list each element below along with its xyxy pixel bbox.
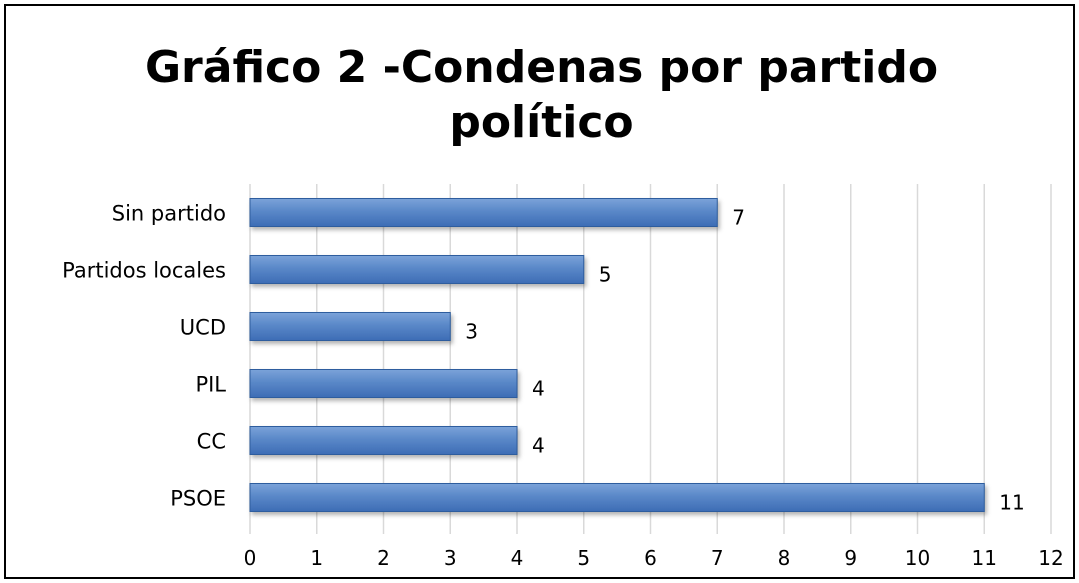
chart-title-line-1: Gráfico 2 -Condenas por partido <box>144 42 939 93</box>
data-label-ucd: 3 <box>465 320 478 344</box>
data-label-sin-partido: 7 <box>732 206 745 230</box>
bar-pil <box>249 369 518 398</box>
x-tick-label-6: 6 <box>644 546 657 570</box>
x-tick-label-10: 10 <box>905 546 930 570</box>
bars <box>249 198 985 512</box>
data-label-cc: 4 <box>532 434 545 458</box>
bar-cc <box>249 426 518 455</box>
x-tick-label-5: 5 <box>577 546 590 570</box>
bar-sin-partido <box>249 198 718 227</box>
category-label-cc: CC <box>197 430 226 454</box>
data-labels: 7 5 3 4 4 11 <box>465 206 1024 515</box>
category-label-pil: PIL <box>195 373 226 397</box>
x-tick-label-4: 4 <box>511 546 524 570</box>
category-label-ucd: UCD <box>180 316 226 340</box>
x-tick-label-2: 2 <box>377 546 390 570</box>
data-label-psoe: 11 <box>999 491 1024 515</box>
x-tick-label-3: 3 <box>444 546 457 570</box>
x-tick-label-8: 8 <box>778 546 791 570</box>
x-tick-label-11: 11 <box>972 546 997 570</box>
x-axis-tick-labels: 0 1 2 3 4 5 6 7 8 9 10 11 12 <box>244 546 1064 570</box>
category-label-sin-partido: Sin partido <box>112 202 226 226</box>
x-tick-label-1: 1 <box>310 546 323 570</box>
bar-ucd <box>249 312 451 341</box>
category-labels: Sin partido Partidos locales UCD PIL CC PSOE <box>62 202 226 511</box>
chart-frame: Gráfico 2 -Condenas por partido político… <box>4 4 1075 579</box>
x-tick-label-12: 12 <box>1038 546 1063 570</box>
chart-title: Gráfico 2 -Condenas por partido político <box>6 40 1073 150</box>
x-tick-label-0: 0 <box>244 546 257 570</box>
bar-psoe <box>249 483 985 512</box>
data-label-partidos-locales: 5 <box>599 263 612 287</box>
chart-title-line-2: político <box>449 97 634 148</box>
gridlines <box>249 184 1052 534</box>
category-label-partidos-locales: Partidos locales <box>62 259 226 283</box>
x-tick-label-9: 9 <box>844 546 857 570</box>
category-label-psoe: PSOE <box>170 487 226 511</box>
data-label-pil: 4 <box>532 377 545 401</box>
bar-partidos-locales <box>249 255 585 284</box>
x-tick-label-7: 7 <box>711 546 724 570</box>
